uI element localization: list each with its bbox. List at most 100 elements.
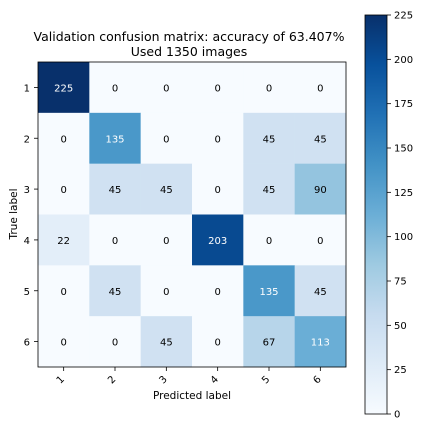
colorbar-tick-label: 225: [394, 11, 413, 22]
matrix-cell: [192, 163, 244, 215]
matrix-cell: [89, 62, 141, 114]
matrix-cell: [192, 265, 244, 317]
matrix-cell: [38, 265, 90, 317]
cell-value-label: 225: [54, 83, 73, 94]
cell-value-label: 0: [60, 338, 66, 349]
cell-value-label: 90: [314, 185, 327, 196]
matrix-cell: [192, 316, 244, 368]
colorbar-ticks: 0 25 50 75 100 125 150 175 200 225: [387, 11, 413, 421]
cell-value-label: 0: [60, 185, 66, 196]
matrix-cell: [140, 112, 193, 164]
matrix-cell: [38, 163, 90, 215]
colorbar-tick-label: 175: [394, 99, 413, 110]
matrix-cell: [294, 62, 347, 114]
y-tick-label: 4: [24, 236, 30, 247]
matrix-cell: [243, 316, 295, 368]
colorbar-tick-label: 125: [394, 188, 413, 199]
cell-value-label: 45: [109, 287, 122, 298]
cell-value-label: 0: [266, 236, 272, 247]
matrix-cell: [89, 112, 141, 164]
x-tick-label: 2: [106, 374, 118, 386]
matrix-cell: [294, 265, 347, 317]
matrix-cell: [140, 214, 193, 266]
x-axis-ticks: 1 2 3 4 5 6: [55, 367, 324, 386]
colorbar-tick-label: 50: [394, 321, 407, 332]
cell-value-label: 0: [214, 83, 220, 94]
cell-value-label: 0: [214, 134, 220, 145]
plot-frame: [37, 61, 347, 368]
chart-title-line1: Validation confusion matrix: accuracy of…: [34, 29, 345, 44]
matrix-cell: [89, 163, 141, 215]
matrix-cell: [243, 265, 295, 317]
cell-value-label: 0: [60, 287, 66, 298]
matrix-cell: [38, 112, 90, 164]
cell-value-label: 67: [263, 338, 276, 349]
cell-value-label: 0: [266, 83, 272, 94]
matrix-cell: [89, 316, 141, 368]
cell-value-label: 45: [160, 338, 173, 349]
matrix-cell: [192, 62, 244, 114]
cell-value-label: 0: [214, 287, 220, 298]
colorbar: [364, 14, 388, 415]
matrix-cell: [140, 316, 193, 368]
cell-value-label: 45: [314, 287, 327, 298]
matrix-cell: [192, 214, 244, 266]
matrix-cell: [38, 316, 90, 368]
matrix-cell: [38, 214, 90, 266]
cell-value-label: 0: [163, 83, 169, 94]
matrix-cell: [243, 62, 295, 114]
x-tick-label: 6: [311, 374, 323, 386]
y-axis-ticks: 1 2 3 4 5 6: [24, 83, 38, 349]
colorbar-tick-label: 100: [394, 232, 413, 243]
x-tick-label: 5: [260, 374, 272, 386]
y-axis-label: True label: [8, 188, 20, 240]
colorbar-tick-label: 0: [394, 410, 400, 421]
matrix-cell: [243, 214, 295, 266]
y-tick-label: 6: [24, 338, 30, 349]
y-tick-label: 1: [24, 83, 30, 94]
matrix-cell: [140, 62, 193, 114]
cell-value-label: 113: [311, 338, 330, 349]
x-axis-label: Predicted label: [153, 390, 231, 402]
cell-value-label: 45: [109, 185, 122, 196]
colorbar-tick-label: 200: [394, 55, 413, 66]
cell-value-label: 0: [112, 83, 118, 94]
colorbar-tick-label: 150: [394, 144, 413, 155]
cell-value-label: 0: [163, 287, 169, 298]
chart-title-line2: Used 1350 images: [131, 44, 248, 59]
colorbar-tick-label: 75: [394, 277, 407, 288]
matrix-cell: [192, 112, 244, 164]
matrix-cell: [243, 163, 295, 215]
cell-value-label: 45: [160, 185, 173, 196]
x-tick-label: 4: [209, 374, 221, 386]
cell-value-label: 0: [214, 185, 220, 196]
x-tick-label: 3: [157, 374, 169, 386]
matrix-cell: [294, 316, 347, 368]
colorbar-tick-label: 25: [394, 365, 407, 376]
cell-value-label: 0: [112, 338, 118, 349]
matrix-cell: [89, 214, 141, 266]
x-tick-label: 1: [55, 374, 67, 386]
cell-value-label: 135: [105, 134, 124, 145]
matrix-cell: [140, 163, 193, 215]
cell-value-label: 0: [317, 236, 323, 247]
cell-value-label: 45: [263, 185, 276, 196]
cell-value-label: 0: [112, 236, 118, 247]
matrix-cell: [294, 163, 347, 215]
matrix-cell: [243, 112, 295, 164]
cell-value-label: 22: [57, 236, 70, 247]
cell-value-label: 135: [259, 287, 278, 298]
matrix-cell: [140, 265, 193, 317]
matrix-cell: [294, 112, 347, 164]
y-tick-label: 3: [24, 185, 30, 196]
y-tick-label: 5: [24, 287, 30, 298]
cell-value-label: 0: [214, 338, 220, 349]
matrix-cell: [38, 62, 90, 114]
cell-value-label: 45: [314, 134, 327, 145]
cell-value-label: 0: [163, 236, 169, 247]
cell-value-label: 0: [163, 134, 169, 145]
matrix-cell: [294, 214, 347, 266]
cell-value-label: 0: [60, 134, 66, 145]
matrix-cells: 225 0 0 0 0 0 0 135 0 0 45 45 0 45 45 0 45 90 22 0 0 203 0 0 0 45…: [38, 62, 347, 368]
